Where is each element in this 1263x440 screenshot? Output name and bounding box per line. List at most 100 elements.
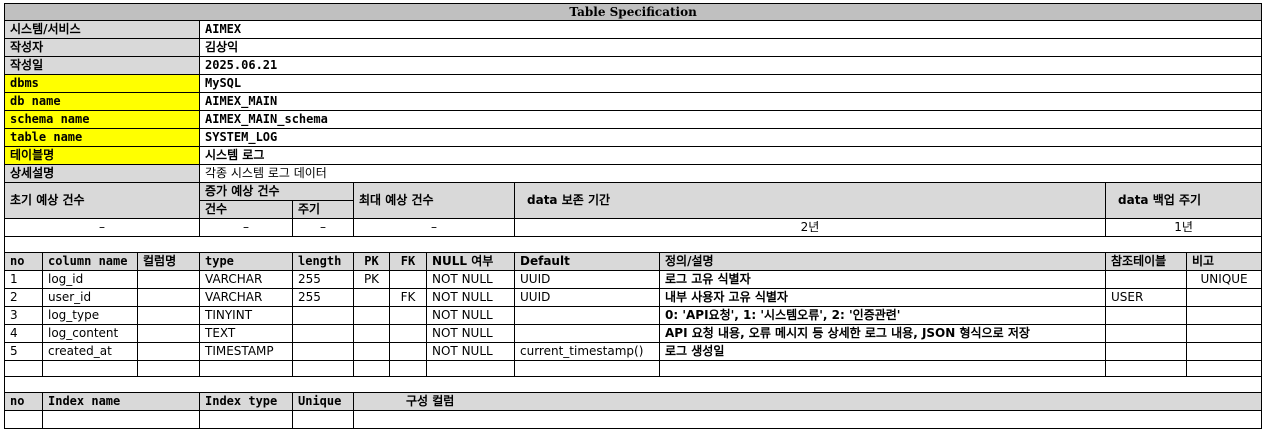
empty-cell — [42, 410, 200, 429]
cell-nullable: NOT NULL — [426, 270, 515, 289]
empty-cell — [389, 360, 427, 377]
cell-ref-table — [1105, 342, 1187, 361]
meta-row: 시스템/서비스 AIMEX — [4, 20, 1263, 39]
cell-korean-name — [137, 342, 200, 361]
cell-note — [1185, 306, 1263, 325]
meta-value: 각종 시스템 로그 데이터 — [198, 164, 1263, 183]
col-header-length: length — [292, 252, 354, 271]
empty-cell — [1105, 360, 1187, 377]
table-specification-sheet: Table Specification 시스템/서비스 AIMEX 작성자 김상… — [3, 3, 1263, 429]
cell-fk — [389, 306, 427, 325]
cell-no: 4 — [4, 324, 43, 343]
table-row: 1 log_id VARCHAR 255 PK NOT NULL UUID 로그… — [4, 270, 1263, 289]
cell-type: TEXT — [199, 324, 293, 343]
cell-note — [1185, 288, 1263, 307]
index-header-name: Index name — [42, 392, 200, 411]
meta-value: 시스템 로그 — [198, 146, 1263, 165]
meta-row: 테이블명 시스템 로그 — [4, 146, 1263, 165]
table-row — [4, 360, 1263, 377]
cell-pk — [353, 324, 390, 343]
empty-cell — [353, 360, 390, 377]
meta-row: 작성자 김상익 — [4, 38, 1263, 57]
cell-column-name: user_id — [42, 288, 138, 307]
cell-korean-name — [137, 270, 200, 289]
cell-korean-name — [137, 306, 200, 325]
cell-column-name: log_content — [42, 324, 138, 343]
cell-length — [292, 342, 354, 361]
initial-count-value: – — [4, 218, 200, 237]
meta-label: 시스템/서비스 — [4, 20, 200, 39]
max-count-value: – — [353, 218, 515, 237]
cell-length — [292, 306, 354, 325]
cell-description: 로그 생성일 — [659, 342, 1106, 361]
initial-count-header: 초기 예상 건수 — [4, 182, 200, 219]
meta-label: 상세설명 — [4, 164, 200, 183]
empty-cell — [199, 360, 293, 377]
cell-column-name: log_type — [42, 306, 138, 325]
col-header-type: type — [199, 252, 293, 271]
table-row: 3 log_type TINYINT NOT NULL 0: 'API요청', … — [4, 306, 1263, 325]
cell-fk — [389, 270, 427, 289]
meta-value: 김상익 — [198, 38, 1263, 57]
meta-value: AIMEX_MAIN — [198, 92, 1263, 111]
cell-no: 2 — [4, 288, 43, 307]
cell-korean-name — [137, 324, 200, 343]
cell-pk — [353, 342, 390, 361]
cell-type: VARCHAR — [199, 288, 293, 307]
cell-default: UUID — [514, 270, 660, 289]
col-header-ref-table: 참조테이블 — [1105, 252, 1187, 271]
cell-note — [1185, 324, 1263, 343]
max-count-header: 최대 예상 건수 — [353, 182, 515, 219]
empty-cell — [514, 360, 660, 377]
col-header-nullable: NULL 여부 — [426, 252, 515, 271]
cell-description: 내부 사용자 고유 식별자 — [659, 288, 1106, 307]
cell-type: TINYINT — [199, 306, 293, 325]
empty-cell — [42, 360, 138, 377]
empty-cell — [426, 360, 515, 377]
col-header-default: Default — [514, 252, 660, 271]
cell-nullable: NOT NULL — [426, 342, 515, 361]
cell-column-name: log_id — [42, 270, 138, 289]
meta-row: dbms MySQL — [4, 74, 1263, 93]
empty-cell — [4, 410, 43, 429]
spacer-row — [3, 376, 1263, 393]
meta-label: 작성일 — [4, 56, 200, 75]
empty-cell — [137, 360, 200, 377]
columns-header-row: no column name 컬럼명 type length PK FK NUL… — [4, 252, 1263, 271]
table-row: 4 log_content TEXT NOT NULL API 요청 내용, 오… — [4, 324, 1263, 343]
meta-row: db name AIMEX_MAIN — [4, 92, 1263, 111]
cell-nullable: NOT NULL — [426, 306, 515, 325]
index-header-row: no Index name Index type Unique 구성 컬럼 — [4, 392, 1263, 411]
retention-value: 2년 — [514, 218, 1106, 237]
cell-length — [292, 324, 354, 343]
cell-fk: FK — [389, 288, 427, 307]
empty-cell — [4, 360, 43, 377]
meta-label: schema name — [4, 110, 200, 129]
cell-ref-table: USER — [1105, 288, 1187, 307]
empty-cell — [292, 410, 354, 429]
meta-row: 상세설명 각종 시스템 로그 데이터 — [4, 164, 1263, 183]
meta-label: 테이블명 — [4, 146, 200, 165]
cell-default — [514, 306, 660, 325]
empty-cell — [659, 360, 1106, 377]
index-header-columns: 구성 컬럼 — [352, 392, 1263, 411]
backup-header: data 백업 주기 — [1104, 182, 1263, 219]
empty-cell — [1185, 360, 1263, 377]
empty-cell — [352, 410, 1263, 429]
cell-column-name: created_at — [42, 342, 138, 361]
cell-no: 5 — [4, 342, 43, 361]
empty-cell — [199, 410, 293, 429]
cell-fk — [389, 342, 427, 361]
meta-label: table name — [4, 128, 200, 147]
cell-nullable: NOT NULL — [426, 324, 515, 343]
table-row: 2 user_id VARCHAR 255 FK NOT NULL UUID 내… — [4, 288, 1263, 307]
cell-default: current_timestamp() — [514, 342, 660, 361]
growth-period-subheader: 주기 — [292, 200, 354, 219]
cell-default — [514, 324, 660, 343]
cell-no: 3 — [4, 306, 43, 325]
cell-pk: PK — [353, 270, 390, 289]
col-header-korean-name: 컬럼명 — [137, 252, 200, 271]
spec-grid: Table Specification 시스템/서비스 AIMEX 작성자 김상… — [3, 3, 1263, 429]
growth-count-header: 증가 예상 건수 — [199, 182, 354, 201]
index-header-unique: Unique — [292, 392, 354, 411]
